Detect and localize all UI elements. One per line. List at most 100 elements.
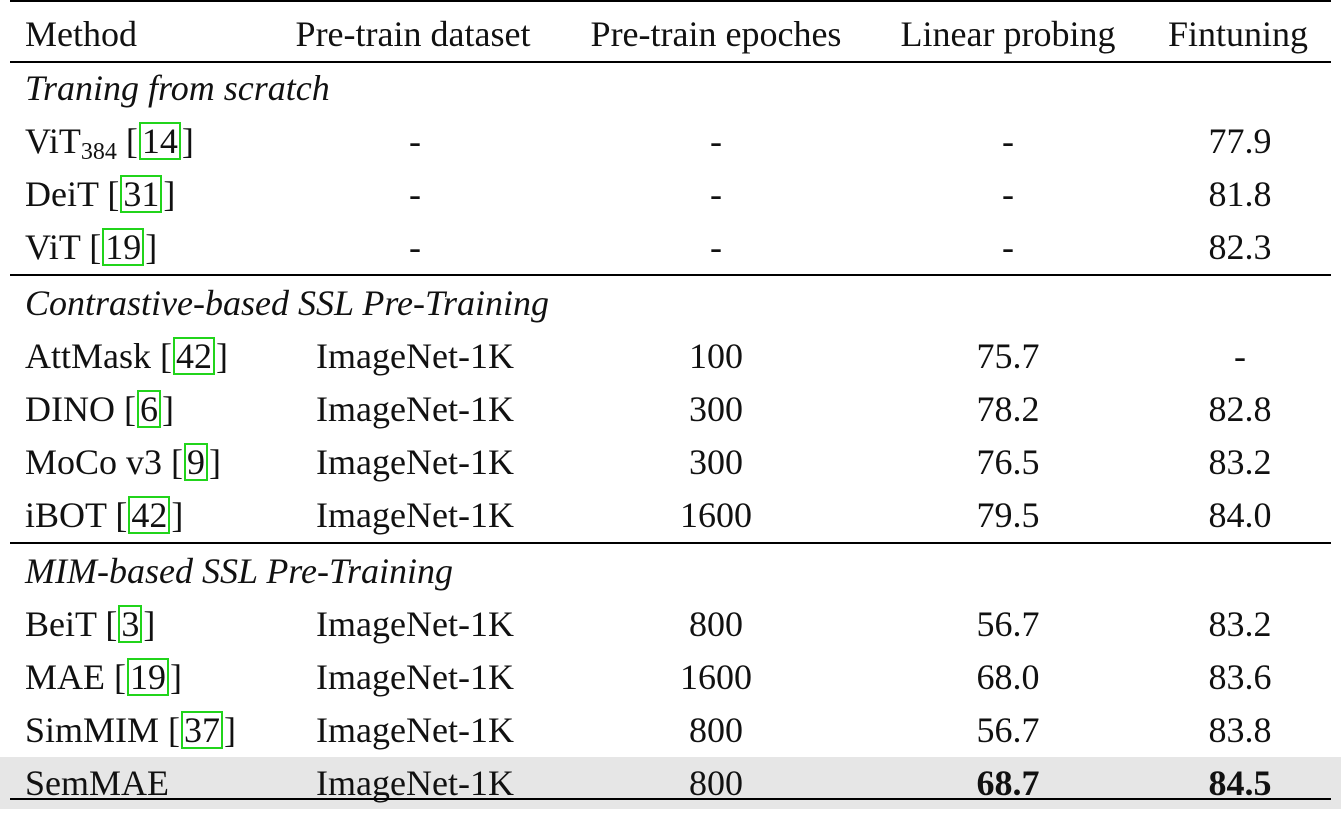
citation-link[interactable]: 37 (181, 711, 224, 749)
citation-link[interactable]: 19 (102, 228, 145, 266)
method-cell: ViT384 [14] (25, 121, 194, 165)
epochs-cell: 1600 (680, 495, 752, 535)
method-name: MoCo v3 (25, 442, 163, 482)
citation-link[interactable]: 3 (118, 605, 143, 643)
method-cell: ViT [19] (25, 227, 158, 267)
header-dataset: Pre-train dataset (295, 14, 531, 54)
method-cell: iBOT [42] (25, 495, 184, 535)
method-cell: MAE [19] (25, 657, 182, 697)
dataset-cell: ImageNet-1K (316, 763, 514, 803)
linear-probing-cell: 76.5 (976, 442, 1040, 482)
method-name: MAE (25, 657, 105, 697)
dataset-cell: - (409, 174, 421, 214)
method-cell: MoCo v3 [9] (25, 442, 222, 482)
citation-link[interactable]: 42 (128, 496, 171, 534)
epochs-cell: - (710, 227, 722, 267)
table-row: MAE [19] ImageNet-1K 1600 68.0 83.6 (0, 651, 1341, 703)
epochs-cell: 100 (689, 336, 743, 376)
method-name: BeiT (25, 604, 97, 644)
section-header-row: Traning from scratch (0, 62, 1341, 114)
table-row: BeiT [3] ImageNet-1K 800 56.7 83.2 (0, 598, 1341, 650)
section-rule (10, 542, 1331, 544)
epochs-cell: 300 (689, 389, 743, 429)
dataset-cell: ImageNet-1K (316, 710, 514, 750)
linear-probing-cell: - (1002, 227, 1014, 267)
section-title: Contrastive-based SSL Pre-Training (25, 283, 550, 323)
method-cell: BeiT [3] (25, 604, 156, 644)
table-top-rule (10, 0, 1331, 2)
section-header-row: MIM-based SSL Pre-Training (0, 545, 1341, 597)
dataset-cell: ImageNet-1K (316, 336, 514, 376)
epochs-cell: 800 (689, 604, 743, 644)
section-title: MIM-based SSL Pre-Training (25, 551, 453, 591)
table-row: DeiT [31] - - - 81.8 (0, 168, 1341, 220)
table-row: AttMask [42] ImageNet-1K 100 75.7 - (0, 330, 1341, 382)
table-row: iBOT [42] ImageNet-1K 1600 79.5 84.0 (0, 489, 1341, 541)
method-cell: SimMIM [37] (25, 710, 237, 750)
finetuning-cell: 83.6 (1208, 657, 1272, 697)
method-name: AttMask (25, 336, 151, 376)
table-row: ViT [19] - - - 82.3 (0, 221, 1341, 273)
citation-link[interactable]: 9 (184, 443, 209, 481)
section-header-row: Contrastive-based SSL Pre-Training (0, 277, 1341, 329)
finetuning-cell: 84.0 (1208, 495, 1272, 535)
finetuning-cell: 77.9 (1208, 121, 1272, 161)
citation-link[interactable]: 14 (138, 122, 181, 160)
table-row: SimMIM [37] ImageNet-1K 800 56.7 83.8 (0, 704, 1341, 756)
finetuning-cell: 82.3 (1208, 227, 1272, 267)
finetuning-cell: 83.2 (1208, 604, 1272, 644)
finetuning-cell: 83.2 (1208, 442, 1272, 482)
linear-probing-cell: 56.7 (976, 710, 1040, 750)
epochs-cell: 300 (689, 442, 743, 482)
finetuning-cell: 81.8 (1208, 174, 1272, 214)
dataset-cell: ImageNet-1K (316, 442, 514, 482)
table-row: MoCo v3 [9] ImageNet-1K 300 76.5 83.2 (0, 436, 1341, 488)
dataset-cell: ImageNet-1K (316, 604, 514, 644)
citation-link[interactable]: 42 (173, 337, 215, 375)
linear-probing-cell: 79.5 (976, 495, 1040, 535)
header-finetune: Fintuning (1167, 14, 1309, 54)
epochs-cell: - (710, 121, 722, 161)
dataset-cell: - (409, 121, 421, 161)
table-row: DINO [6] ImageNet-1K 300 78.2 82.8 (0, 383, 1341, 435)
table-row: SemMAE ImageNet-1K 800 68.7 84.5 (0, 757, 1341, 809)
header-rule (10, 61, 1331, 63)
finetuning-cell: - (1234, 336, 1246, 376)
section-rule (10, 274, 1331, 276)
epochs-cell: 1600 (680, 657, 752, 697)
dataset-cell: ImageNet-1K (316, 389, 514, 429)
table-row: ViT384 [14] - - - 77.9 (0, 115, 1341, 167)
method-name: SemMAE (25, 763, 169, 803)
dataset-cell: ImageNet-1K (316, 495, 514, 535)
dataset-cell: - (409, 227, 421, 267)
epochs-cell: - (710, 174, 722, 214)
linear-probing-cell: 68.7 (976, 763, 1040, 803)
linear-probing-cell: 56.7 (976, 604, 1040, 644)
header-method: Method (25, 14, 137, 54)
finetuning-cell: 82.8 (1208, 389, 1272, 429)
epochs-cell: 800 (689, 710, 743, 750)
linear-probing-cell: - (1002, 121, 1014, 161)
linear-probing-cell: 78.2 (976, 389, 1040, 429)
method-name: ViT (25, 227, 81, 267)
method-name: DeiT (25, 174, 99, 214)
citation-link[interactable]: 31 (120, 175, 163, 213)
citation-link[interactable]: 6 (136, 390, 161, 428)
linear-probing-cell: - (1002, 174, 1014, 214)
linear-probing-cell: 75.7 (976, 336, 1040, 376)
method-subscript: 384 (80, 139, 117, 165)
table-header-row: Method Pre-train dataset Pre-train epoch… (0, 8, 1341, 60)
linear-probing-cell: 68.0 (976, 657, 1040, 697)
dataset-cell: ImageNet-1K (316, 657, 514, 697)
method-name: iBOT (25, 495, 107, 535)
method-name: DINO (25, 389, 115, 429)
method-cell: DINO [6] (25, 389, 174, 429)
header-linear: Linear probing (900, 14, 1116, 54)
method-cell: SemMAE (25, 757, 169, 809)
method-name: ViT (25, 121, 81, 161)
citation-link[interactable]: 19 (127, 658, 169, 696)
finetuning-cell: 84.5 (1208, 763, 1272, 803)
table-bottom-rule (10, 798, 1331, 800)
epochs-cell: 800 (689, 763, 743, 803)
method-cell: AttMask [42] (25, 336, 228, 376)
